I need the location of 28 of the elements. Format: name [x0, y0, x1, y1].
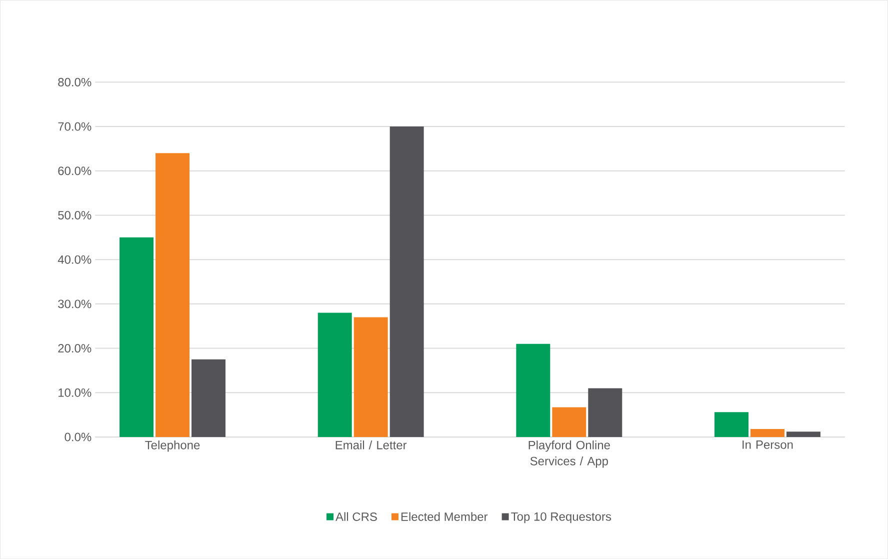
x-tick-label: Playford Online Services / App	[528, 440, 610, 468]
x-tick-label: Email / Letter	[336, 440, 407, 450]
bar	[750, 428, 784, 437]
y-tick-label: 10.0%	[58, 388, 92, 397]
legend-label: Elected Member	[401, 512, 488, 521]
legend-label: Top 10 Requestors	[511, 512, 612, 524]
bar	[192, 359, 226, 437]
bar	[588, 388, 622, 437]
x-tick-label: Telephone	[145, 440, 200, 452]
bar	[120, 237, 154, 437]
bar	[516, 344, 550, 437]
bar	[354, 317, 388, 437]
y-tick-label: 30.0%	[58, 300, 92, 308]
bar	[714, 412, 748, 437]
y-tick-label: 20.0%	[58, 344, 92, 352]
y-tick-label: 50.0%	[58, 210, 92, 220]
bar	[786, 432, 820, 437]
bar	[156, 153, 190, 437]
y-tick-label: 0.0%	[64, 432, 92, 442]
y-tick-label: 70.0%	[58, 122, 92, 131]
bar	[390, 126, 424, 437]
y-tick-label: 80.0%	[58, 78, 92, 86]
bar	[318, 312, 352, 437]
x-tick-label: In Person	[742, 440, 793, 449]
y-tick-label: 60.0%	[58, 166, 92, 176]
legend-label: All CRS	[336, 512, 377, 521]
bar	[552, 407, 586, 437]
y-tick-label: 40.0%	[58, 255, 92, 264]
